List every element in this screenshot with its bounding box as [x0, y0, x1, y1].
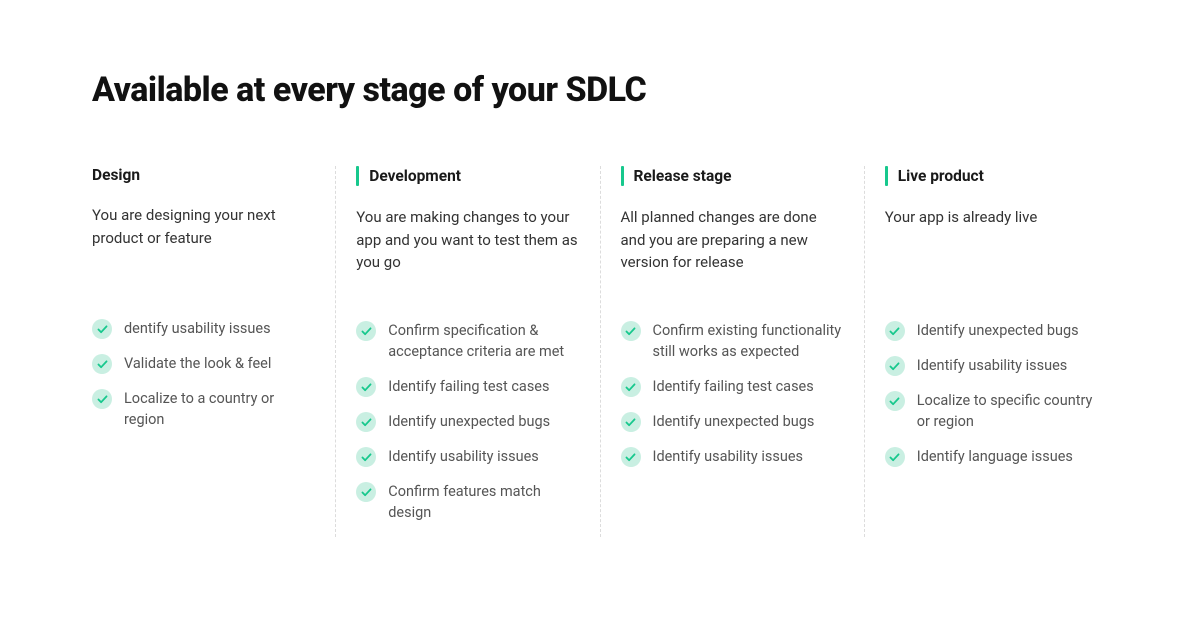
column-header: Design — [92, 166, 315, 184]
feature-item: dentify usability issues — [92, 318, 315, 339]
check-icon — [621, 377, 641, 397]
check-icon — [621, 447, 641, 467]
feature-list: Identify unexpected bugs Identify usabili… — [885, 320, 1108, 467]
check-icon — [356, 377, 376, 397]
accent-bar — [356, 166, 359, 186]
feature-item: Confirm features match design — [356, 481, 579, 523]
check-icon — [885, 321, 905, 341]
feature-text: Confirm existing functionality still wor… — [653, 320, 844, 362]
feature-item: Identify unexpected bugs — [621, 411, 844, 432]
feature-text: Identify usability issues — [653, 446, 804, 467]
check-icon — [621, 412, 641, 432]
feature-text: Identify language issues — [917, 446, 1073, 467]
stage-column: Development You are making changes to you… — [336, 166, 600, 537]
check-icon — [356, 482, 376, 502]
feature-item: Confirm specification & acceptance crite… — [356, 320, 579, 362]
feature-text: dentify usability issues — [124, 318, 271, 339]
feature-item: Identify failing test cases — [356, 376, 579, 397]
column-description: You are designing your next product or f… — [92, 204, 315, 290]
feature-text: Identify usability issues — [388, 446, 539, 467]
feature-text: Confirm specification & acceptance crite… — [388, 320, 579, 362]
feature-item: Localize to specific country or region — [885, 390, 1108, 432]
check-icon — [356, 447, 376, 467]
column-title: Release stage — [634, 167, 732, 185]
column-title: Design — [92, 166, 140, 184]
feature-item: Identify unexpected bugs — [885, 320, 1108, 341]
page-container: Available at every stage of your SDLC De… — [0, 0, 1200, 537]
column-description: All planned changes are done and you are… — [621, 206, 844, 292]
check-icon — [92, 354, 112, 374]
feature-list: Confirm specification & acceptance crite… — [356, 320, 579, 523]
feature-item: Identify unexpected bugs — [356, 411, 579, 432]
feature-text: Validate the look & feel — [124, 353, 271, 374]
feature-item: Identify language issues — [885, 446, 1108, 467]
column-title: Development — [369, 167, 461, 185]
stage-columns: Design You are designing your next produc… — [92, 166, 1108, 537]
accent-bar — [621, 166, 624, 186]
feature-text: Identify unexpected bugs — [388, 411, 550, 432]
page-heading: Available at every stage of your SDLC — [92, 70, 1108, 110]
column-description: You are making changes to your app and y… — [356, 206, 579, 292]
check-icon — [92, 319, 112, 339]
check-icon — [885, 391, 905, 411]
column-header: Development — [356, 166, 579, 186]
feature-item: Identify usability issues — [621, 446, 844, 467]
feature-text: Identify unexpected bugs — [653, 411, 815, 432]
check-icon — [92, 389, 112, 409]
feature-text: Identify failing test cases — [653, 376, 814, 397]
accent-bar — [885, 166, 888, 186]
feature-text: Localize to a country or region — [124, 388, 315, 430]
feature-item: Identify usability issues — [885, 355, 1108, 376]
stage-column: Release stage All planned changes are don… — [601, 166, 865, 537]
feature-item: Confirm existing functionality still wor… — [621, 320, 844, 362]
check-icon — [621, 321, 641, 341]
check-icon — [356, 321, 376, 341]
feature-text: Identify unexpected bugs — [917, 320, 1079, 341]
feature-list: dentify usability issues Validate the loo… — [92, 318, 315, 430]
feature-text: Localize to specific country or region — [917, 390, 1108, 432]
feature-text: Identify usability issues — [917, 355, 1068, 376]
feature-item: Validate the look & feel — [92, 353, 315, 374]
feature-list: Confirm existing functionality still wor… — [621, 320, 844, 467]
column-title: Live product — [898, 167, 984, 185]
check-icon — [356, 412, 376, 432]
stage-column: Design You are designing your next produc… — [92, 166, 336, 537]
feature-item: Identify usability issues — [356, 446, 579, 467]
stage-column: Live product Your app is already live Iden… — [865, 166, 1108, 537]
column-description: Your app is already live — [885, 206, 1108, 292]
feature-text: Confirm features match design — [388, 481, 579, 523]
check-icon — [885, 447, 905, 467]
column-header: Live product — [885, 166, 1108, 186]
check-icon — [885, 356, 905, 376]
column-header: Release stage — [621, 166, 844, 186]
feature-item: Localize to a country or region — [92, 388, 315, 430]
feature-text: Identify failing test cases — [388, 376, 549, 397]
feature-item: Identify failing test cases — [621, 376, 844, 397]
